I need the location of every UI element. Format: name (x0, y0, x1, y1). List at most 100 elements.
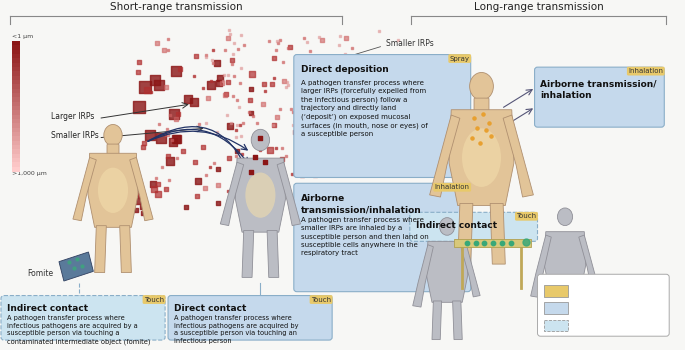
Point (245, 169, 256, 174)
Point (225, 26, 236, 31)
Point (197, 85, 208, 91)
Point (337, 106, 348, 111)
Point (216, 80, 227, 86)
FancyBboxPatch shape (294, 183, 471, 292)
Polygon shape (221, 162, 244, 226)
Point (319, 67, 330, 73)
Polygon shape (503, 115, 534, 197)
Point (488, 240, 499, 246)
Point (244, 170, 255, 176)
Point (243, 109, 254, 114)
Point (167, 139, 178, 145)
Point (374, 28, 385, 33)
Point (138, 210, 149, 216)
Point (303, 99, 314, 104)
Point (269, 55, 279, 61)
Point (264, 38, 275, 44)
Point (230, 128, 241, 133)
Bar (12, 76, 20, 80)
Ellipse shape (558, 208, 573, 226)
Point (479, 240, 490, 246)
Bar (12, 46, 20, 50)
Point (294, 122, 305, 127)
Point (288, 122, 299, 128)
Point (201, 120, 212, 126)
Point (343, 67, 354, 73)
Point (506, 240, 516, 246)
Point (223, 72, 234, 77)
Point (225, 123, 236, 128)
Text: Inhalation: Inhalation (628, 68, 663, 74)
Point (261, 196, 272, 201)
Polygon shape (427, 241, 468, 302)
Point (281, 154, 292, 159)
Point (413, 66, 424, 71)
Point (267, 122, 278, 128)
Point (221, 112, 232, 118)
Point (225, 120, 236, 125)
Point (264, 147, 275, 152)
Point (224, 32, 235, 37)
Point (155, 135, 166, 140)
Point (332, 126, 343, 131)
Point (301, 39, 312, 45)
Point (260, 45, 271, 51)
Ellipse shape (98, 168, 128, 213)
Point (329, 65, 340, 70)
Ellipse shape (245, 173, 275, 218)
Point (63, 259, 74, 265)
Point (236, 151, 247, 157)
Point (334, 42, 345, 48)
Point (478, 111, 489, 117)
Point (163, 153, 174, 159)
Polygon shape (550, 291, 560, 330)
Point (132, 198, 143, 204)
Point (336, 71, 347, 77)
Point (290, 94, 301, 99)
Point (289, 118, 300, 124)
Point (338, 125, 349, 131)
Point (251, 56, 262, 62)
Point (257, 101, 268, 107)
Point (134, 59, 145, 65)
Bar (12, 154, 20, 159)
Point (386, 48, 397, 54)
Point (208, 61, 219, 66)
Text: Direct contact: Direct contact (174, 304, 247, 313)
Polygon shape (461, 245, 480, 297)
Point (153, 181, 164, 187)
Point (163, 47, 174, 52)
Point (138, 140, 149, 146)
Text: Inhalation: Inhalation (435, 184, 470, 190)
Text: Indirect contact: Indirect contact (7, 304, 88, 313)
Polygon shape (458, 203, 473, 264)
Point (200, 52, 211, 58)
Bar (12, 167, 20, 172)
Text: Touch: Touch (144, 296, 164, 302)
Point (282, 80, 292, 85)
Polygon shape (413, 245, 434, 307)
Bar (12, 58, 20, 63)
Point (149, 186, 160, 192)
Bar (12, 71, 20, 76)
Point (325, 89, 336, 95)
Point (414, 99, 425, 105)
Point (255, 135, 266, 141)
Point (520, 239, 531, 245)
Point (208, 47, 219, 53)
Point (203, 95, 214, 100)
Point (130, 208, 141, 213)
Bar (12, 102, 20, 106)
Polygon shape (449, 110, 514, 205)
Point (169, 111, 179, 117)
Point (335, 145, 346, 150)
Point (212, 60, 223, 66)
Bar (12, 80, 20, 85)
Point (471, 125, 482, 131)
Point (222, 35, 233, 41)
Bar (12, 106, 20, 111)
Bar (12, 132, 20, 137)
Point (322, 132, 333, 138)
Bar (12, 63, 20, 68)
Point (497, 240, 508, 246)
